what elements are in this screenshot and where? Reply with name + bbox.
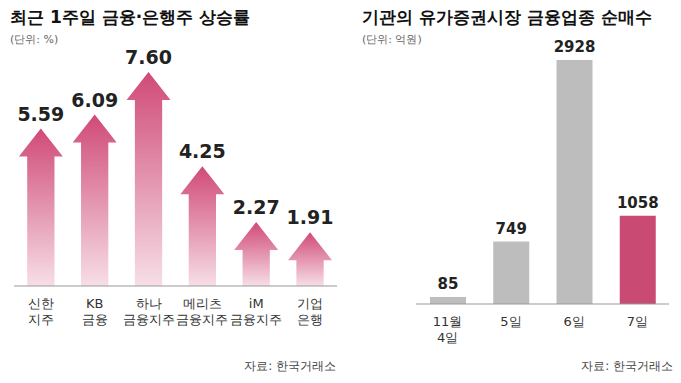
html-text:(단위: 억원): (단위: 억원) [362,33,422,46]
svg-text:1058: 1058 [617,194,659,212]
svg-text:5.59: 5.59 [17,103,64,125]
html-text:(단위: %): (단위: %) [10,33,59,46]
html-text:기관의 유가증권시장 금융업종 순매수: 기관의 유가증권시장 금융업종 순매수 [362,7,652,27]
svg-text:1.91: 1.91 [287,206,334,228]
html-text:자료: 한국거래소: 자료: 한국거래소 [581,359,673,373]
svg-text:하나금융지주: 하나금융지주 [123,296,175,327]
svg-text:11월4일: 11월4일 [433,314,463,345]
svg-text:KB금융: KB금융 [82,296,108,327]
svg-text:6.09: 6.09 [71,89,118,111]
svg-text:메리츠금융지주: 메리츠금융지주 [176,296,228,327]
svg-text:2928: 2928 [554,38,596,56]
svg-text:7.60: 7.60 [125,46,172,68]
svg-text:신한지주: 신한지주 [28,296,54,327]
svg-text:iM금융지주: iM금융지주 [230,296,282,327]
svg-text:85: 85 [438,275,459,293]
svg-text:6일: 6일 [563,314,584,329]
svg-text:2.27: 2.27 [233,196,280,218]
svg-text:749: 749 [496,220,527,238]
svg-text:5일: 5일 [500,314,521,329]
svg-text:기업은행: 기업은행 [297,296,323,327]
svg-text:7일: 7일 [627,314,648,329]
html-text:최근 1주일 금융·은행주 상승률: 최근 1주일 금융·은행주 상승률 [10,7,250,27]
html-text:자료: 한국거래소: 자료: 한국거래소 [244,359,336,373]
svg-text:4.25: 4.25 [179,140,226,162]
